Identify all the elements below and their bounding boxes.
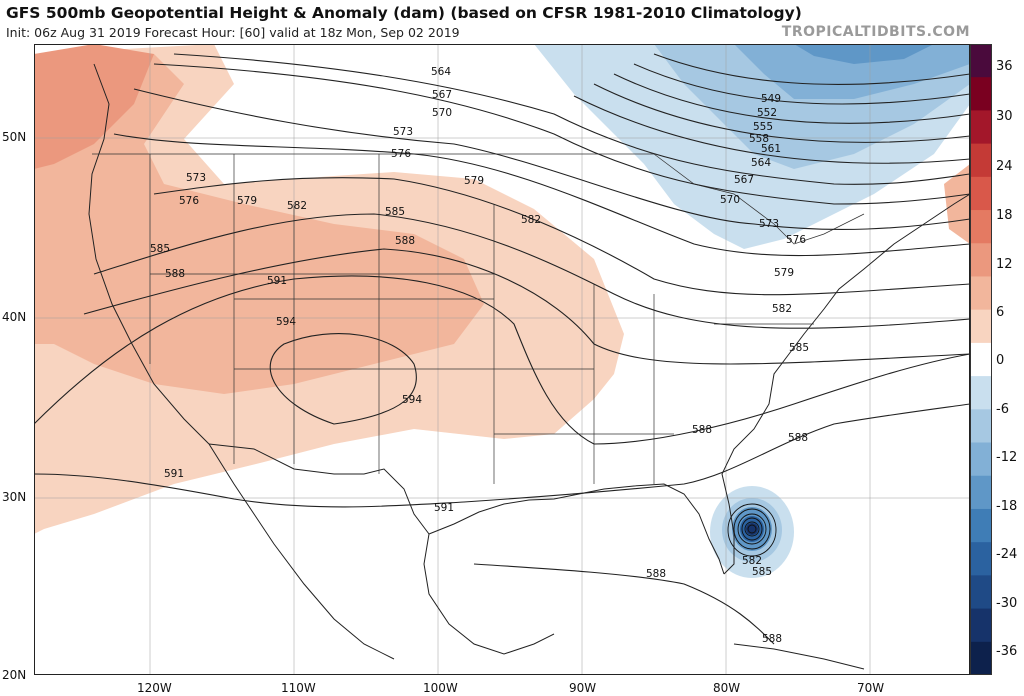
contour-label: 561 xyxy=(761,143,781,155)
colorbar-label: 30 xyxy=(996,109,1013,124)
chart-subtitle: Init: 06z Aug 31 2019 Forecast Hour: [60… xyxy=(6,25,460,40)
colorbar-label: 12 xyxy=(996,257,1013,272)
colorbar-label: 18 xyxy=(996,208,1013,223)
contour-label: 588 xyxy=(646,568,666,580)
contour-label: 582 xyxy=(287,200,307,212)
lon-label: 120W xyxy=(137,681,172,695)
height-contours xyxy=(34,53,970,645)
colorbar-label: 24 xyxy=(996,159,1013,174)
colorbar-label: -24 xyxy=(996,547,1018,562)
colorbar-label: -18 xyxy=(996,499,1018,514)
colorbar-swatch xyxy=(970,575,992,610)
colorbar-swatch xyxy=(970,475,992,510)
hurricane-anomaly xyxy=(710,486,794,578)
lat-label: 40N xyxy=(2,310,27,324)
lon-label: 100W xyxy=(423,681,458,695)
contour-label: 594 xyxy=(276,316,296,328)
contour-label: 567 xyxy=(734,174,754,186)
contour-label: 591 xyxy=(267,275,287,287)
colorbar-swatch xyxy=(970,508,992,543)
colorbar-border xyxy=(970,44,992,675)
colorbar-swatch xyxy=(970,376,992,410)
lon-label: 80W xyxy=(713,681,741,695)
colorbar-swatch xyxy=(970,210,992,244)
lon-label: 110W xyxy=(281,681,316,695)
contour-label: 582 xyxy=(742,555,762,567)
contour-label: 567 xyxy=(432,89,452,101)
contour-label: 564 xyxy=(751,157,771,169)
contour-label: 576 xyxy=(391,148,411,160)
contour-label: 588 xyxy=(762,633,782,645)
lon-label: 70W xyxy=(857,681,885,695)
contour-label: 588 xyxy=(395,235,415,247)
colorbar-swatch xyxy=(970,243,992,278)
contour-label: 558 xyxy=(749,133,769,145)
colorbar-swatch xyxy=(970,608,992,643)
contour-label: 591 xyxy=(164,468,184,480)
lat-label: 30N xyxy=(2,490,27,504)
colorbar-swatch xyxy=(970,110,992,145)
site-watermark: TROPICALTIDBITS.COM xyxy=(781,24,970,40)
colorbar-swatch xyxy=(970,176,992,211)
contour-label: 579 xyxy=(464,175,484,187)
contour-label: 576 xyxy=(179,195,199,207)
colorbar-label: 6 xyxy=(996,305,1005,320)
contour-label: 576 xyxy=(786,234,806,246)
colorbar-label: 36 xyxy=(996,59,1013,74)
lat-label: 50N xyxy=(2,130,27,144)
colorbar-swatch xyxy=(970,641,992,675)
colorbar-swatch xyxy=(970,44,992,78)
colorbar-swatch xyxy=(970,409,992,444)
colorbar-label: -36 xyxy=(996,644,1018,659)
anomaly-colorbar xyxy=(970,44,992,675)
political-borders xyxy=(92,153,865,484)
contour-label: 549 xyxy=(761,93,781,105)
contour-labels: 549 552 555 558 561 564 567 570 573 576 … xyxy=(150,66,809,645)
contour-label: 585 xyxy=(150,243,170,255)
contour-label: 570 xyxy=(432,107,452,119)
contour-label: 594 xyxy=(402,394,422,406)
height-anomaly-map: 549 552 555 558 561 564 567 570 573 576 … xyxy=(34,44,970,675)
colorbar-swatch xyxy=(970,276,992,311)
contour-label: 585 xyxy=(385,206,405,218)
contour-label: 585 xyxy=(789,342,809,354)
contour-label: 582 xyxy=(521,214,541,226)
colorbar-swatch xyxy=(970,77,992,112)
contour-label: 579 xyxy=(774,267,794,279)
contour-label: 588 xyxy=(165,268,185,280)
colorbar-swatch xyxy=(970,542,992,576)
colorbar-swatch xyxy=(970,342,992,377)
colorbar-label: -12 xyxy=(996,450,1018,465)
colorbar-label: -6 xyxy=(996,402,1009,417)
contour-label: 591 xyxy=(434,502,454,514)
contour-label: 588 xyxy=(788,432,808,444)
contour-label: 564 xyxy=(431,66,451,78)
colorbar-swatch xyxy=(970,309,992,344)
coastlines xyxy=(88,63,970,670)
contour-label: 588 xyxy=(692,424,712,436)
colorbar-swatch xyxy=(970,143,992,178)
contour-label: 582 xyxy=(772,303,792,315)
colorbar-label: 0 xyxy=(996,353,1005,368)
colorbar-label: -30 xyxy=(996,596,1018,611)
chart-title: GFS 500mb Geopotential Height & Anomaly … xyxy=(6,4,802,22)
contour-label: 573 xyxy=(759,218,779,230)
contour-label: 573 xyxy=(186,172,206,184)
contour-label: 555 xyxy=(753,121,773,133)
negative-anomaly-shading xyxy=(534,44,970,249)
contour-label: 552 xyxy=(757,107,777,119)
colorbar-swatch xyxy=(970,442,992,477)
lat-label: 20N xyxy=(2,668,27,682)
lon-label: 90W xyxy=(569,681,597,695)
contour-label: 585 xyxy=(752,566,772,578)
contour-label: 570 xyxy=(720,194,740,206)
contour-label: 573 xyxy=(393,126,413,138)
contour-label: 579 xyxy=(237,195,257,207)
